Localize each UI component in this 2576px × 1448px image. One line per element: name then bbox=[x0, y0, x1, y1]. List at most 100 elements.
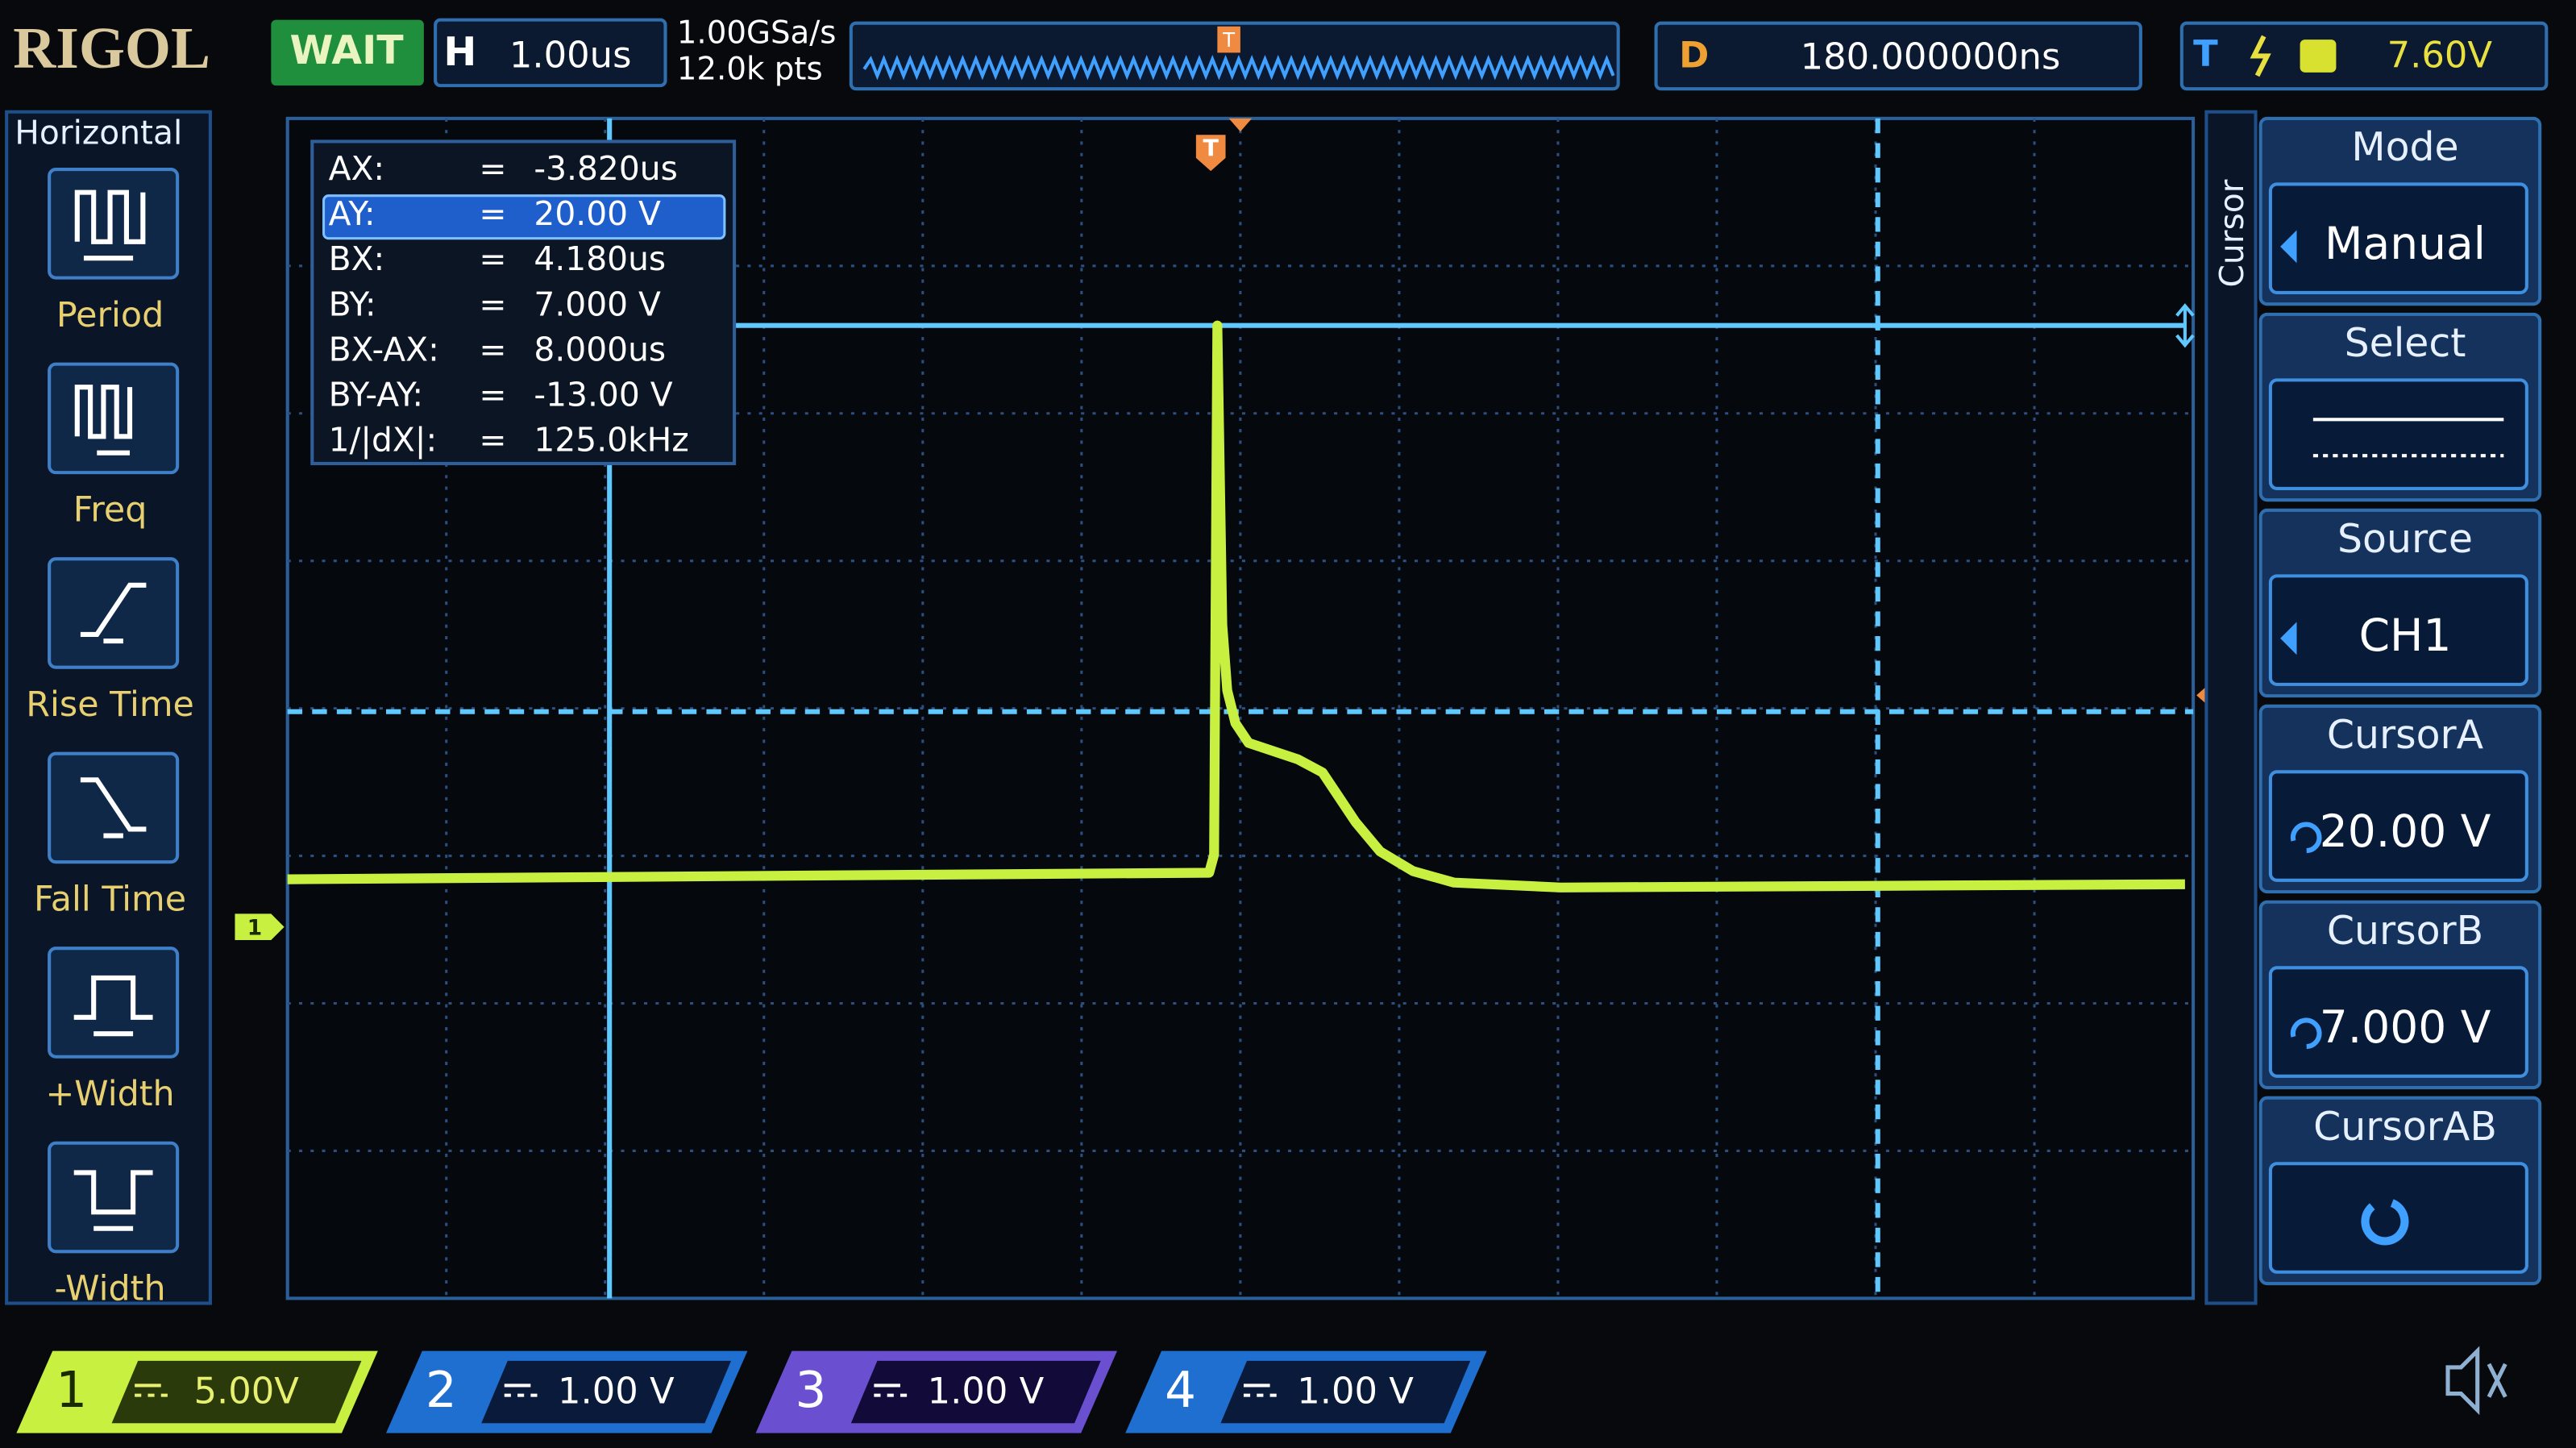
menu-icon bbox=[73, 975, 153, 1037]
readout-equals: = bbox=[479, 285, 506, 323]
channel-scale-box bbox=[481, 1360, 732, 1424]
speaker-icon bbox=[2445, 1346, 2507, 1416]
menu-value-box bbox=[2268, 378, 2528, 490]
menu-icon-box[interactable] bbox=[48, 1141, 180, 1254]
channel-number: 4 bbox=[1165, 1362, 1196, 1419]
delay-box bbox=[1654, 21, 2142, 91]
channel-scale: 1.00 V bbox=[1297, 1370, 1414, 1413]
menu-item-label: Fall Time bbox=[34, 880, 186, 920]
menu-label: CursorAB bbox=[2313, 1104, 2497, 1150]
readout-equals: = bbox=[479, 375, 506, 414]
channel-marker-label: 1 bbox=[247, 915, 262, 940]
menu-value-box bbox=[2268, 574, 2528, 686]
menu-item-label: Period bbox=[56, 295, 164, 335]
menu-arrow bbox=[2280, 622, 2297, 655]
menu-arrow bbox=[2280, 230, 2297, 264]
channel-scale-box bbox=[850, 1360, 1101, 1424]
menu-label: CursorA bbox=[2327, 712, 2484, 758]
trigger-edge-icon bbox=[2250, 35, 2271, 77]
channel-number: 3 bbox=[796, 1362, 827, 1419]
menu-label: Select bbox=[2345, 320, 2466, 366]
channel-scale-box bbox=[1220, 1360, 1471, 1424]
delay-label: D bbox=[1679, 33, 1709, 76]
overview-trigger-label: T bbox=[1222, 28, 1235, 52]
status: WAIT bbox=[289, 27, 404, 73]
ch1-waveform bbox=[287, 320, 2185, 893]
readout-equals: = bbox=[479, 194, 506, 233]
menu-knob bbox=[2290, 1017, 2322, 1050]
readout-label: 1/|dX|: bbox=[329, 420, 438, 459]
menu-value-box bbox=[2268, 770, 2528, 882]
menu-value: 20.00 V bbox=[2320, 805, 2491, 857]
left-menu-panel bbox=[5, 110, 212, 1305]
left-menu-title: Horizontal bbox=[15, 113, 182, 152]
menu-value: CH1 bbox=[2359, 610, 2452, 661]
menu-label: Mode bbox=[2351, 124, 2458, 170]
top-trigger-label: T bbox=[1203, 135, 1219, 162]
trigger-source-icon bbox=[2300, 40, 2337, 73]
readout-label: BX-AX: bbox=[329, 330, 439, 368]
timebase-label: H bbox=[443, 29, 476, 75]
menu-icon-box[interactable] bbox=[48, 168, 180, 280]
right-menu-items: Mode Manual Select Source CH1 CursorA 20.00 V C… bbox=[2258, 116, 2542, 1286]
menu-icon-box[interactable] bbox=[48, 362, 180, 475]
menu-icon bbox=[74, 385, 133, 456]
status-box bbox=[271, 19, 424, 86]
channel-marker bbox=[235, 913, 285, 941]
channel-scale: 5.00V bbox=[193, 1370, 299, 1413]
top-trigger-marker bbox=[1195, 135, 1226, 172]
readout-value: -3.820us bbox=[534, 149, 677, 188]
coupling-icon bbox=[1243, 1384, 1277, 1397]
menu-item-label: -Width bbox=[55, 1269, 166, 1309]
readout-label: BY: bbox=[329, 285, 376, 323]
menu-item-label: Rise Time bbox=[26, 684, 194, 725]
menu-icon bbox=[73, 1170, 153, 1231]
readout-equals: = bbox=[479, 149, 506, 188]
trigger-position-marker bbox=[1228, 118, 1253, 132]
menu-icon bbox=[74, 189, 146, 261]
channel-scale: 1.00 V bbox=[928, 1370, 1045, 1413]
readout-label: AX: bbox=[329, 149, 385, 188]
coupling-icon bbox=[135, 1384, 168, 1397]
menu-knob bbox=[2361, 1199, 2409, 1246]
memory-depth: 12.0k pts bbox=[677, 51, 823, 87]
coupling-icon bbox=[504, 1384, 538, 1397]
trigger-box bbox=[2179, 21, 2549, 91]
sample-rate: 1.00GSa/s bbox=[677, 15, 837, 51]
coupling-icon bbox=[874, 1384, 908, 1397]
channel-bar: 1 5.00V 2 1.00 V 3 1.00 V 4 1.00 V bbox=[16, 1350, 1487, 1433]
overview-trigger-marker bbox=[1217, 26, 1240, 53]
readout-value: 4.180us bbox=[534, 239, 666, 278]
menu-icon bbox=[80, 777, 147, 838]
menu-value-box bbox=[2268, 182, 2528, 294]
menu-label: Source bbox=[2337, 516, 2473, 562]
menu-item-label: Freq bbox=[73, 490, 147, 531]
menu-knob bbox=[2290, 822, 2322, 854]
menu-value-box bbox=[2268, 966, 2528, 1078]
timebase-box bbox=[434, 18, 667, 88]
readout-value: -13.00 V bbox=[534, 375, 672, 414]
menu-value: 7.000 V bbox=[2320, 1001, 2491, 1053]
cursor-readout: AX: = -3.820us AY: = 20.00 V BX: = 4.180us BY: = 7.… bbox=[329, 149, 689, 459]
cursor-arrow bbox=[2175, 303, 2195, 348]
menu-value-box bbox=[2268, 1162, 2528, 1274]
overview-wave bbox=[862, 55, 1615, 81]
channel-number: 2 bbox=[426, 1362, 457, 1419]
readout-equals: = bbox=[479, 330, 506, 368]
menu-icon bbox=[80, 582, 147, 644]
readout-label: AY: bbox=[329, 194, 376, 233]
menu-value: Manual bbox=[2325, 218, 2486, 269]
right-menu-tab bbox=[2204, 110, 2258, 1305]
delay: 180.000000ns bbox=[1801, 35, 2061, 78]
readout-value: 20.00 V bbox=[534, 194, 661, 233]
menu-icon-box[interactable] bbox=[48, 947, 180, 1059]
channel-number: 1 bbox=[56, 1362, 87, 1419]
left-menu-items: Period Freq Rise Time Fall Time +Width -Width bbox=[26, 168, 194, 1309]
menu-item-label: +Width bbox=[45, 1074, 174, 1114]
readout-label: BY-AY: bbox=[329, 375, 424, 414]
channel-scale-box bbox=[111, 1360, 362, 1424]
cursor-readout-highlight bbox=[322, 194, 726, 240]
menu-label: CursorB bbox=[2327, 908, 2483, 954]
